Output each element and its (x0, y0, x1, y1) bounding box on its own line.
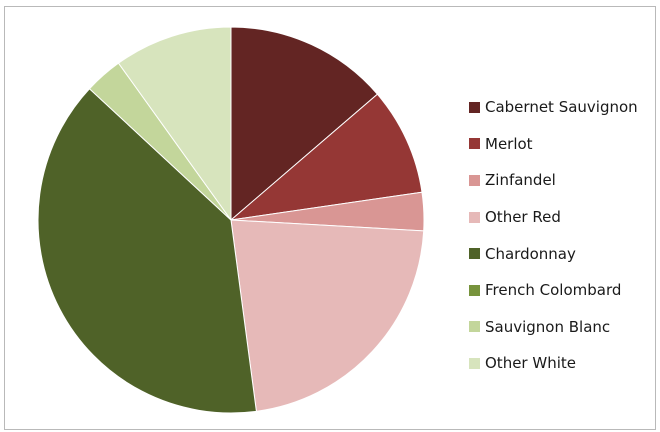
legend-label: Sauvignon Blanc (485, 317, 611, 336)
legend-entry: Sauvignon Blanc (469, 309, 638, 346)
legend: Cabernet Sauvignon Merlot Zinfandel Othe… (469, 89, 638, 382)
pie-slice-other-red (230, 219, 425, 412)
legend-label: Chardonnay (485, 244, 576, 263)
legend-swatch (469, 174, 480, 186)
legend-swatch (469, 284, 480, 296)
legend-swatch (469, 138, 480, 150)
legend-entry: Other Red (469, 199, 638, 236)
legend-swatch (469, 321, 480, 333)
legend-entry: French Colombard (469, 272, 638, 309)
pie-slice-chardonnay (37, 88, 257, 414)
legend-swatch (469, 101, 480, 113)
legend-label: Zinfandel (485, 171, 556, 190)
legend-label: Other Red (485, 208, 561, 227)
legend-entry: Zinfandel (469, 162, 638, 199)
legend-label: Merlot (485, 134, 533, 153)
legend-swatch (469, 248, 480, 260)
legend-label: Cabernet Sauvignon (485, 98, 638, 117)
legend-swatch (469, 357, 480, 369)
legend-swatch (469, 211, 480, 223)
chart-area: Cabernet Sauvignon Merlot Zinfandel Othe… (4, 6, 656, 430)
pie-slice-other-white (117, 26, 232, 222)
legend-entry: Cabernet Sauvignon (469, 89, 638, 126)
legend-label: French Colombard (485, 281, 622, 300)
legend-entry: Chardonnay (469, 235, 638, 272)
legend-label: Other White (485, 354, 576, 373)
pie-chart (37, 26, 425, 414)
legend-entry: Other White (469, 345, 638, 382)
pie-slice-cabernet-sauvignon (230, 26, 379, 222)
legend-entry: Merlot (469, 126, 638, 163)
pie-slice-merlot (229, 93, 423, 221)
